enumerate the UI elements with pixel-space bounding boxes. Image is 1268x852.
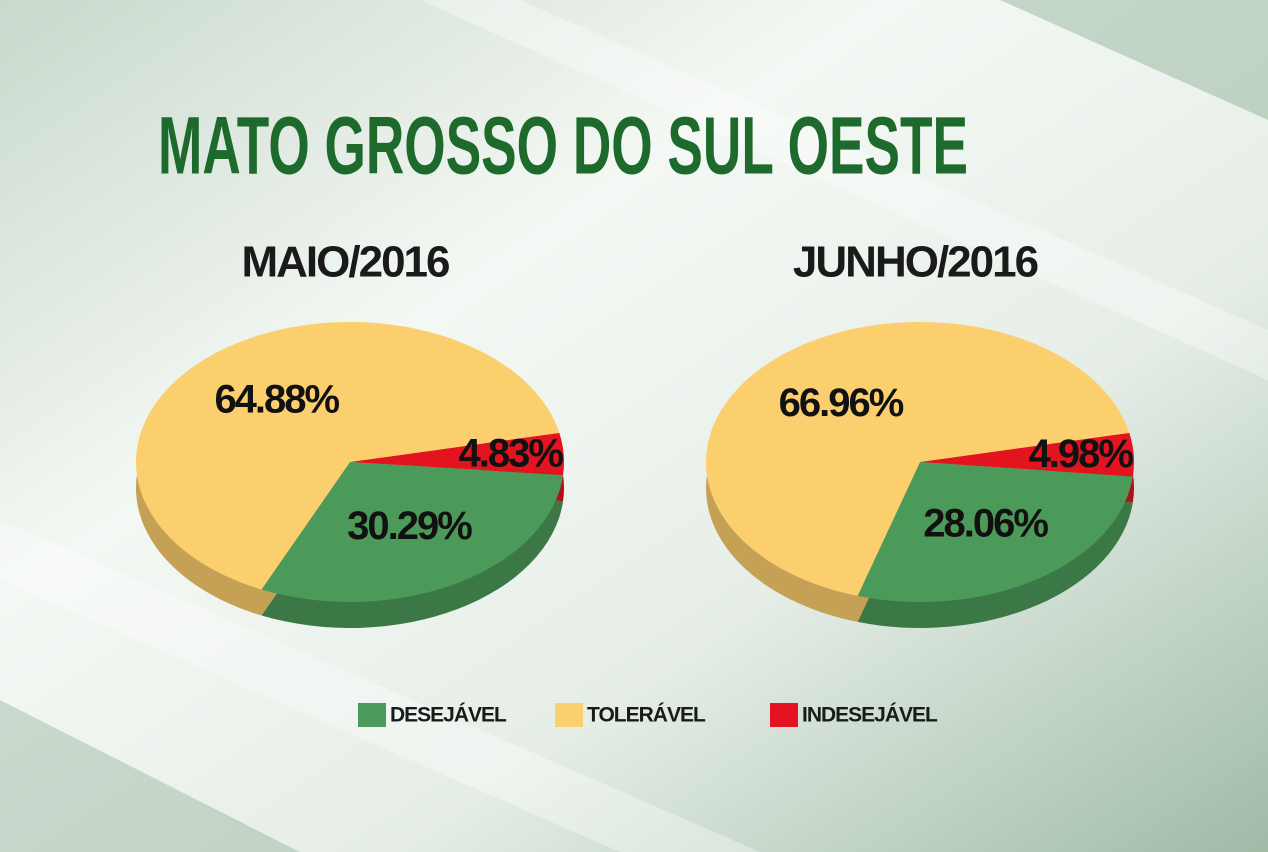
pie-subtitle: JUNHO/2016 <box>793 238 1038 287</box>
pie-slice <box>261 462 564 602</box>
data-label: 28.06% <box>923 502 1048 546</box>
pie-subtitle: MAIO/2016 <box>242 238 450 287</box>
pie-slice <box>920 432 1134 477</box>
chart-title: MATO GROSSO DO SUL OESTE <box>158 101 968 192</box>
legend-swatch <box>555 703 583 727</box>
data-label: 4.83% <box>459 432 564 476</box>
legend-swatch <box>770 703 798 727</box>
data-label: 30.29% <box>347 504 472 548</box>
pie-slice <box>857 462 1133 602</box>
legend: DESEJÁVEL TOLERÁVEL INDESEJÁVEL <box>358 703 939 727</box>
legend-label: TOLERÁVEL <box>587 704 706 727</box>
legend-swatch <box>358 703 386 727</box>
data-label: 66.96% <box>779 381 904 425</box>
data-label: 4.98% <box>1029 432 1134 476</box>
pies: MAIO/2016 4.83% 30.29% 64.88% JUNHO/2016 4.98… <box>135 238 1135 628</box>
pie-slice <box>350 432 564 476</box>
legend-label: INDESEJÁVEL <box>802 704 938 727</box>
pie-slice <box>706 321 1130 596</box>
data-label: 64.88% <box>214 378 339 422</box>
legend-label: DESEJÁVEL <box>390 704 507 727</box>
pie-slice <box>135 321 560 590</box>
